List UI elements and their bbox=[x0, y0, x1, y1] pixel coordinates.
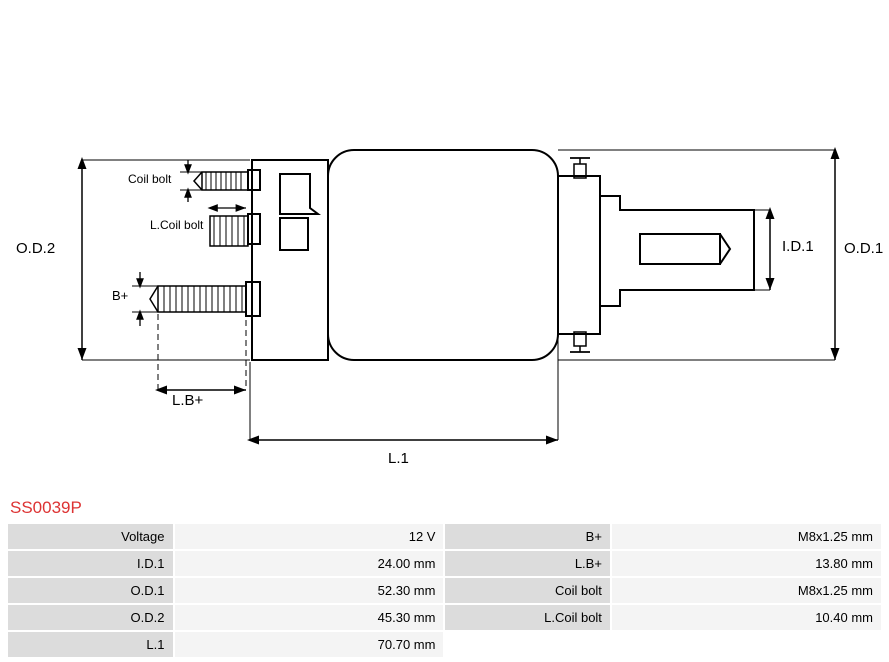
table-row: O.D.2 45.30 mm L.Coil bolt 10.40 mm bbox=[8, 605, 881, 630]
spec-value: 13.80 mm bbox=[612, 551, 881, 576]
spec-value: 70.70 mm bbox=[175, 632, 444, 657]
spec-value: M8x1.25 mm bbox=[612, 578, 881, 603]
diagram-svg bbox=[10, 110, 870, 490]
spec-value: 10.40 mm bbox=[612, 605, 881, 630]
label-lbplus: L.B+ bbox=[172, 392, 203, 409]
label-coil-bolt: Coil bolt bbox=[128, 172, 171, 186]
spec-value: 24.00 mm bbox=[175, 551, 444, 576]
spec-label: L.B+ bbox=[445, 551, 609, 576]
spec-value: 52.30 mm bbox=[175, 578, 444, 603]
spec-label: O.D.1 bbox=[8, 578, 173, 603]
coil-bolt-graphic bbox=[194, 172, 248, 190]
label-id1: I.D.1 bbox=[782, 238, 814, 255]
spec-value bbox=[612, 632, 881, 657]
b-plus-graphic bbox=[150, 286, 246, 312]
label-od1: O.D.1 bbox=[844, 240, 883, 257]
label-l-coil-bolt: L.Coil bolt bbox=[150, 218, 203, 232]
spec-label: O.D.2 bbox=[8, 605, 173, 630]
spec-value: M8x1.25 mm bbox=[612, 524, 881, 549]
spec-label: L.1 bbox=[8, 632, 173, 657]
spec-table: Voltage 12 V B+ M8x1.25 mm I.D.1 24.00 m… bbox=[6, 522, 883, 659]
technical-diagram: O.D.2 O.D.1 I.D.1 L.1 L.B+ B+ Coil bolt … bbox=[10, 110, 870, 490]
table-row: I.D.1 24.00 mm L.B+ 13.80 mm bbox=[8, 551, 881, 576]
spec-value: 45.30 mm bbox=[175, 605, 444, 630]
table-row: Voltage 12 V B+ M8x1.25 mm bbox=[8, 524, 881, 549]
spec-label: Coil bolt bbox=[445, 578, 609, 603]
table-row: L.1 70.70 mm bbox=[8, 632, 881, 657]
spec-label: L.Coil bolt bbox=[445, 605, 609, 630]
part-number: SS0039P bbox=[10, 498, 82, 518]
l-coil-bolt-graphic bbox=[210, 216, 248, 246]
spec-value: 12 V bbox=[175, 524, 444, 549]
label-od2: O.D.2 bbox=[16, 240, 55, 257]
label-l1: L.1 bbox=[388, 450, 409, 467]
label-bplus: B+ bbox=[112, 288, 128, 303]
spec-label: B+ bbox=[445, 524, 609, 549]
spec-label: I.D.1 bbox=[8, 551, 173, 576]
spec-label: Voltage bbox=[8, 524, 173, 549]
spec-label bbox=[445, 632, 609, 657]
table-row: O.D.1 52.30 mm Coil bolt M8x1.25 mm bbox=[8, 578, 881, 603]
